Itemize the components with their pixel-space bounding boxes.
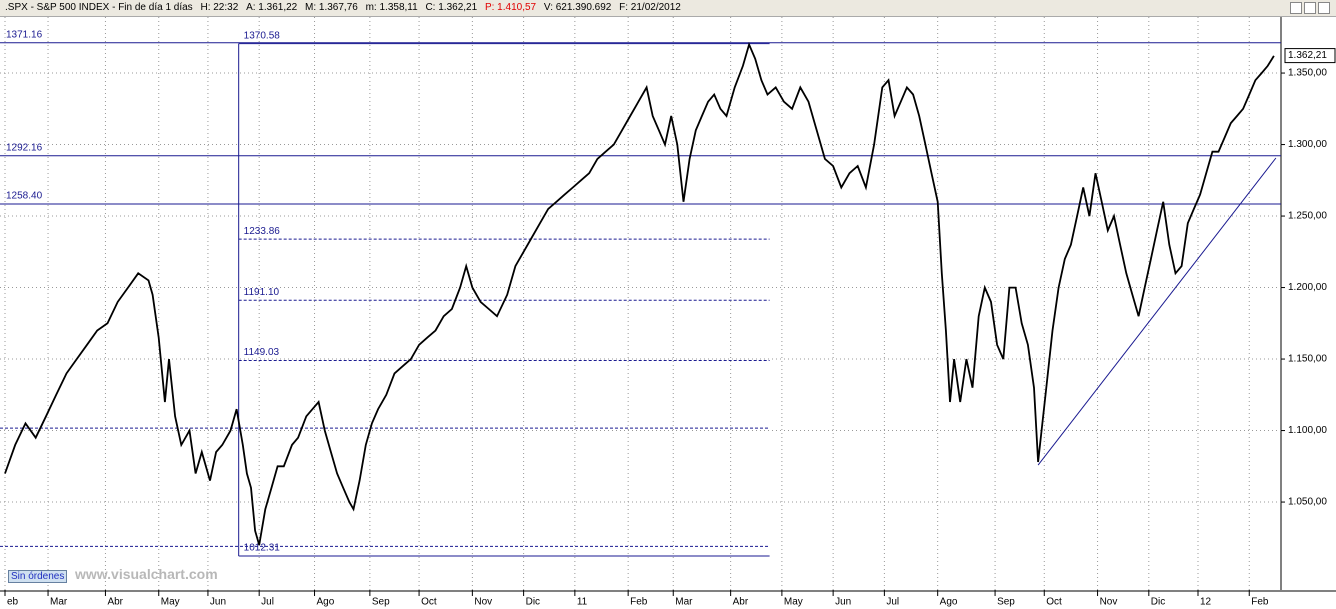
x-tick-label: Feb (1251, 597, 1269, 608)
x-tick-label: Oct (1046, 597, 1062, 608)
support-label: 1258.40 (6, 191, 43, 202)
y-tick-label: 1.250,00 (1288, 211, 1327, 222)
x-tick-label: Mar (675, 597, 693, 608)
fib-label: 1370.58 (244, 30, 281, 41)
fib-label: 1191.10 (244, 287, 280, 298)
x-tick-label: Jul (886, 597, 899, 608)
x-tick-label: Jul (261, 597, 274, 608)
last-price-box (1284, 48, 1336, 64)
fib-label: 1233.86 (244, 226, 281, 237)
x-tick-label: Mar (50, 597, 68, 608)
fib-label: 1012.31 (244, 543, 281, 554)
y-tick-label: 1.100,00 (1288, 425, 1327, 436)
price-line (4, 41, 1275, 546)
trendline (1037, 157, 1277, 466)
last-price-label: 1.362,21 (1288, 50, 1327, 61)
x-tick-label: Abr (107, 597, 123, 608)
x-tick-label: Feb (630, 597, 648, 608)
x-tick-label: Abr (733, 597, 749, 608)
support-label: 1371.16 (6, 29, 43, 40)
header-item: F: 21/02/2012 (619, 2, 681, 13)
x-tick-label: May (161, 597, 180, 608)
x-tick-label: eb (7, 597, 19, 608)
header: .SPX - S&P 500 INDEX - Fin de día 1 días… (0, 0, 1336, 17)
header-item: .SPX - S&P 500 INDEX - Fin de día 1 días (5, 2, 193, 13)
orders-button[interactable]: Sin órdenes (8, 570, 68, 583)
header-item: P: 1.410,57 (484, 2, 537, 13)
x-tick-label: Jun (210, 597, 226, 608)
x-tick-label: May (784, 597, 803, 608)
fib-label: 1149.03 (244, 347, 280, 358)
header-item: A: 1.361,22 (246, 2, 298, 13)
y-tick-label: 1.350,00 (1288, 68, 1327, 79)
header-item: m: 1.358,11 (365, 2, 418, 13)
header-item: C: 1.362,21 (425, 2, 478, 13)
x-tick-label: Oct (421, 597, 437, 608)
x-tick-label: Sep (372, 597, 390, 608)
support-label: 1292.16 (6, 142, 43, 153)
y-tick-label: 1.200,00 (1288, 282, 1327, 293)
y-tick-label: 1.300,00 (1288, 139, 1327, 150)
x-tick-label: 11 (577, 597, 588, 608)
y-tick-label: 1.150,00 (1288, 354, 1327, 365)
x-tick-label: Nov (474, 597, 492, 608)
y-tick-label: 1.050,00 (1288, 497, 1327, 508)
minimize[interactable] (1290, 2, 1302, 14)
header-item: H: 22:32 (200, 2, 239, 13)
x-tick-label: Ago (317, 597, 335, 608)
x-tick-label: Jun (835, 597, 851, 608)
watermark: www.visualchart.com (75, 566, 218, 582)
x-tick-label: Ago (940, 597, 958, 608)
window-buttons (1288, 2, 1330, 20)
x-tick-label: Dic (1151, 597, 1165, 608)
x-tick-label: Sep (997, 597, 1015, 608)
x-tick-label: Dic (526, 597, 540, 608)
maximize[interactable] (1304, 2, 1316, 14)
header-item: V: 621.390.692 (543, 2, 612, 13)
x-tick-label: 12 (1200, 597, 1212, 608)
close[interactable] (1318, 2, 1330, 14)
x-tick-label: Nov (1100, 597, 1118, 608)
header-item: M: 1.367,76 (305, 2, 358, 13)
